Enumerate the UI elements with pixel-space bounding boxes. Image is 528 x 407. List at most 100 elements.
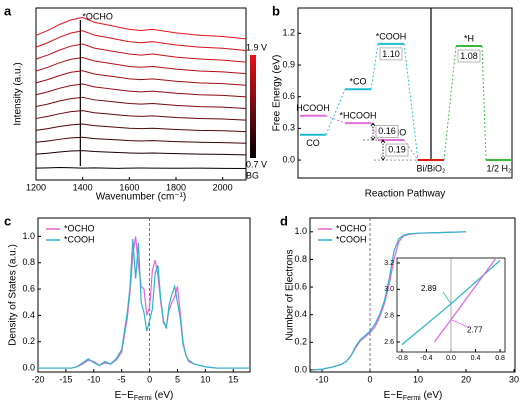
connector	[325, 115, 346, 124]
x-axis-label-part: Fermi	[134, 395, 152, 402]
y-tick-label: 0.6	[294, 281, 307, 291]
x-axis-label-part: (eV)	[152, 390, 174, 401]
series-line	[38, 236, 250, 369]
x-tick-label: -0.4	[420, 355, 432, 362]
level-label: *CO	[349, 77, 366, 87]
legend-label: *COOH	[336, 234, 367, 244]
level-label: *HCOOH	[339, 110, 376, 120]
legend-label: *COOH	[64, 234, 95, 244]
legend-label: *OCHO	[336, 223, 367, 233]
y-tick-label: 0.6	[282, 91, 295, 101]
x-tick-label: 2000	[213, 182, 233, 192]
x-tick-label: -0.8	[396, 355, 408, 362]
panel-letter: b	[272, 3, 280, 18]
level-label: *H	[464, 33, 474, 43]
y-tick-label: 0.0	[22, 362, 35, 372]
x-axis-label-part: Fermi	[403, 395, 421, 402]
series-line	[312, 231, 467, 371]
x-axis-label: Wavenumber (cm⁻¹)	[96, 192, 186, 203]
level-label: Bi/BiO₂	[417, 163, 447, 173]
connector	[481, 45, 487, 161]
x-axis-label: Reaction Pathway	[365, 189, 446, 200]
x-tick-label: 30	[509, 374, 519, 384]
y-tick-label: 0.3	[282, 123, 295, 133]
baseline-label: BG	[246, 170, 259, 180]
x-tick-label: -20	[31, 374, 44, 384]
connector	[370, 43, 379, 90]
x-tick-label: 10	[413, 374, 423, 384]
callout	[442, 291, 452, 305]
series-line	[35, 70, 247, 86]
panel-letter: c	[4, 213, 11, 228]
x-tick-label: 10	[200, 374, 210, 384]
x-tick-label: 0.0	[446, 355, 456, 362]
series-line	[35, 83, 247, 98]
connector	[443, 45, 457, 161]
series-line	[35, 30, 247, 51]
x-tick-label: 20	[461, 374, 471, 384]
y-axis-label: Density of States (a.u.)	[8, 244, 19, 346]
x-axis-label: E−EFermi (eV)	[384, 390, 443, 402]
series-line	[433, 258, 497, 343]
connector	[370, 122, 379, 141]
y-tick-label: 0.0	[294, 364, 307, 374]
x-axis-label: E−EFermi (eV)	[115, 390, 174, 402]
x-tick-label: -10	[87, 374, 100, 384]
x-axis-label-part: E−E	[115, 390, 135, 401]
y-tick-label: 0.6	[22, 283, 35, 293]
x-tick-label: 1200	[26, 182, 46, 192]
x-tick-label: 15	[228, 374, 238, 384]
level-label: 1/2 H₂	[486, 163, 512, 173]
difference-label: 0.19	[388, 144, 406, 154]
series-line	[35, 123, 247, 133]
panel-letter: a	[4, 3, 12, 18]
value-box	[457, 49, 481, 63]
difference-box	[375, 125, 399, 138]
y-tick-label: 0.4	[22, 310, 35, 320]
x-tick-label: 0.4	[471, 355, 481, 362]
y-axis-label: Number of Electrons	[285, 249, 296, 340]
y-tick-label: 3.2	[384, 260, 394, 267]
y-tick-label: 1.2	[282, 28, 295, 38]
series-line	[35, 16, 247, 40]
colorbar-bottom-label: 0.7 V	[246, 159, 267, 169]
difference-box	[385, 143, 409, 157]
series-line	[35, 150, 247, 156]
y-tick-label: 0.2	[294, 337, 307, 347]
y-tick-label: 2.6	[384, 339, 394, 346]
colorbar-top-label: 1.9 V	[246, 42, 267, 52]
y-tick-label: 1.0	[294, 226, 307, 236]
x-tick-label: 0	[147, 374, 152, 384]
plot-frame	[35, 7, 247, 181]
difference-label: 0.16	[378, 126, 396, 136]
x-tick-label: 1600	[119, 182, 139, 192]
connector	[403, 43, 419, 161]
value-box	[379, 47, 403, 61]
connector	[403, 139, 419, 161]
y-tick-label: 2.8	[384, 313, 394, 320]
y-tick-label: 0.8	[22, 257, 35, 267]
y-tick-label: 0.9	[282, 59, 295, 69]
series-line	[38, 239, 250, 369]
y-tick-label: 0.4	[294, 309, 307, 319]
annotation-label: *OCHO	[82, 11, 113, 21]
x-tick-label: -5	[118, 374, 126, 384]
callout	[450, 319, 468, 327]
x-tick-label: 1800	[166, 182, 186, 192]
arrow-head	[380, 139, 386, 161]
x-tick-label: 0.8	[495, 355, 505, 362]
colorbar	[250, 55, 256, 158]
x-tick-label: 5	[175, 374, 180, 384]
series-line	[35, 43, 247, 63]
series-line	[35, 136, 247, 144]
series-line	[35, 56, 247, 75]
y-tick-label: 3.0	[384, 286, 394, 293]
panel-letter: d	[280, 213, 288, 228]
series-line	[35, 110, 247, 121]
level-label: CO	[306, 138, 320, 148]
y-axis-label: Free Energy (eV)	[272, 55, 283, 132]
level-label: *COOH	[376, 31, 407, 41]
series-line	[35, 167, 247, 169]
value-label: 2.77	[467, 326, 483, 335]
connector	[325, 89, 346, 135]
